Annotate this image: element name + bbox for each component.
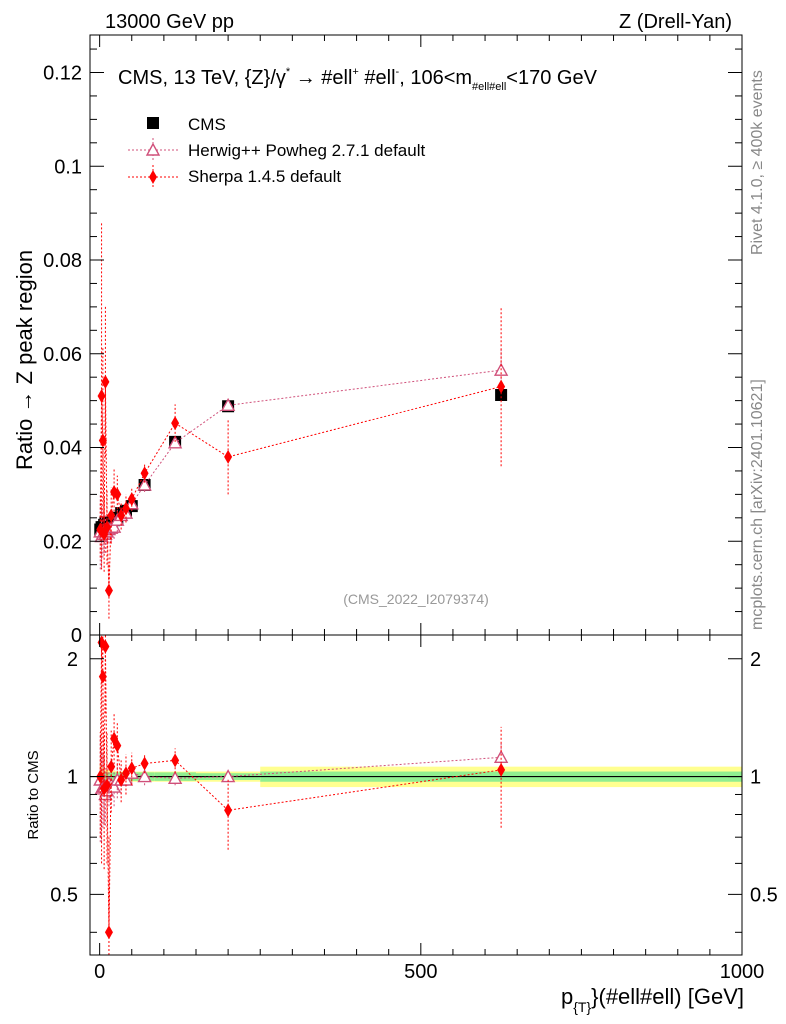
legend-label-sherpa: Sherpa 1.4.5 default (188, 167, 341, 186)
sherpa-main-point (117, 508, 126, 523)
analysis-watermark: (CMS_2022_I2079374) (343, 591, 489, 607)
sherpa-main-point (171, 416, 180, 431)
main-y-tick-label: 0.04 (43, 438, 82, 460)
sherpa-ratio-point (497, 762, 506, 777)
sherpa-main-point (121, 501, 130, 516)
cms-main-point (495, 389, 508, 401)
herwig-main-point (220, 397, 236, 412)
sherpa-ratio-point (127, 761, 136, 776)
sherpa-ratio-point (140, 756, 149, 771)
main-y-tick-label: 0.08 (43, 250, 82, 272)
main-title: CMS, 13 TeV, {Z}/γ* → #ell+ #ell-, 106<m… (118, 66, 598, 93)
sherpa-main-point (101, 374, 110, 389)
sherpa-main-point (98, 433, 107, 448)
sherpa-main-point (127, 492, 136, 507)
sherpa-main-line (99, 381, 502, 591)
process-label: Z (Drell-Yan) (619, 11, 732, 33)
sherpa-main-point (103, 520, 112, 535)
x-tick-label: 0 (94, 961, 105, 983)
sherpa-main-point (107, 508, 116, 523)
main-ylabel: Ratio → Z peak region (12, 250, 37, 470)
herwig-ratio-point (137, 769, 152, 783)
sherpa-ratio-point (113, 738, 122, 753)
legend-marker-herwig (145, 142, 161, 156)
main-panel: 0 0.02 0.04 0.06 0.08 0.1 0.12 CMS, 13 TeV, {Z… (12, 34, 743, 647)
ratio-y-tick-label-left: 2 (67, 649, 78, 671)
herwig-ratio-point (493, 749, 509, 764)
herwig-main-point (167, 435, 183, 449)
sherpa-ratio-point (107, 759, 116, 774)
energy-label: 13000 GeV pp (105, 11, 234, 33)
ratio-ylabel: Ratio to CMS (25, 750, 42, 839)
ratio-frame (89, 634, 743, 956)
legend-marker-sherpa (149, 170, 157, 184)
sherpa-ratio-point (104, 925, 113, 940)
main-y-tick-label: 0.1 (54, 156, 82, 178)
sherpa-ratio-line (99, 642, 502, 933)
sherpa-main-point (497, 379, 506, 394)
ratio-y-tick-label-right: 0.5 (750, 884, 778, 906)
sherpa-main-point (97, 388, 106, 403)
herwig-main-point (137, 477, 152, 491)
rivet-label: Rivet 4.1.0, ≥ 400k events (749, 70, 766, 255)
legend: CMS Herwig++ Powheg 2.7.1 default Sherpa… (128, 115, 425, 189)
sherpa-ratio-point (121, 766, 130, 781)
sherpa-ratio-point (224, 803, 233, 818)
sherpa-ratio-point (171, 753, 180, 768)
sherpa-main-point (140, 466, 149, 481)
ratio-panel: 0 500 1000 0.5 0.5 1 1 2 2 Ratio to CMS (25, 634, 778, 983)
main-y-tick-label: 0.12 (43, 63, 82, 85)
ratio-y-tick-label-left: 1 (67, 767, 78, 789)
sherpa-main-point (104, 583, 113, 598)
legend-label-cms: CMS (188, 115, 226, 134)
x-tick-label: 500 (404, 961, 437, 983)
sherpa-ratio-point (103, 778, 112, 793)
main-y-tick-label: 0.02 (43, 531, 82, 553)
legend-label-herwig: Herwig++ Powheg 2.7.1 default (188, 141, 425, 160)
main-y-tick-label: 0.06 (43, 344, 82, 366)
sherpa-main-point (224, 449, 233, 464)
herwig-main-line (99, 369, 502, 538)
ratio-y-tick-label-right: 2 (750, 649, 761, 671)
sherpa-ratio-point (98, 669, 107, 684)
mcplots-label: mcplots.cern.ch [arXiv:2401.10621] (749, 379, 766, 630)
sherpa-main-point (113, 487, 122, 502)
x-tick-label: 1000 (720, 961, 765, 983)
ratio-y-tick-label-right: 1 (750, 767, 761, 789)
sherpa-ratio-point (117, 772, 126, 787)
legend-marker-cms (147, 117, 159, 129)
herwig-ratio-point (167, 770, 183, 784)
sherpa-ratio-point (101, 639, 110, 654)
main-y-tick-label: 0 (71, 625, 82, 647)
x-axis-label: p{T}}(#ell#ell) [GeV] (561, 984, 744, 1015)
ratio-y-tick-label-left: 0.5 (50, 884, 78, 906)
